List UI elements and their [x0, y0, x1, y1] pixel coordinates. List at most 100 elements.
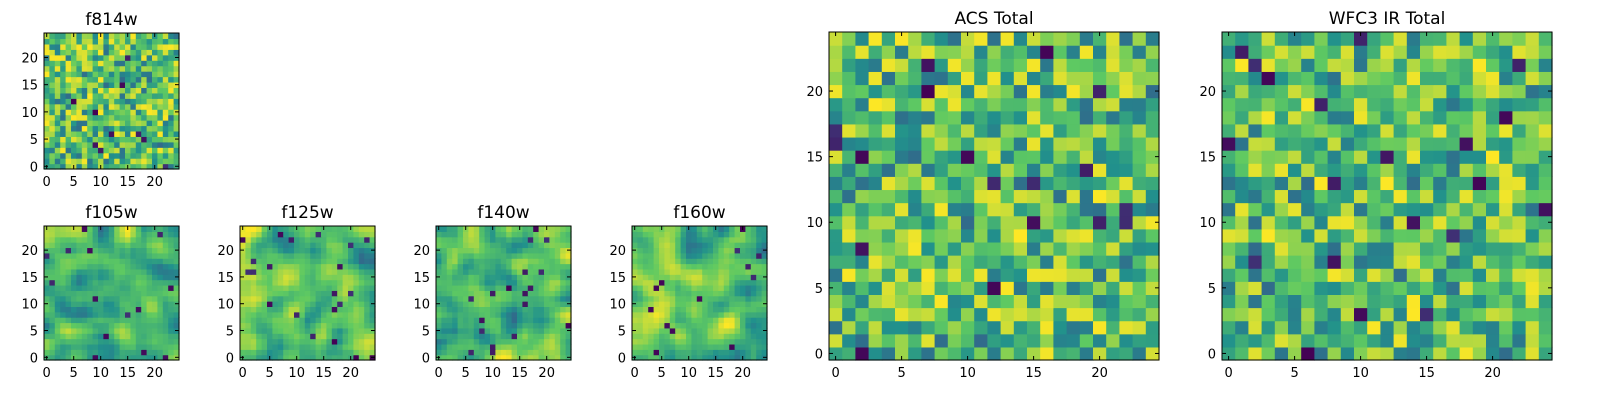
- heatmap-cell: [348, 279, 354, 286]
- heatmap-cell: [261, 290, 268, 297]
- heatmap-cell: [740, 301, 746, 307]
- heatmap-cell: [103, 311, 110, 318]
- heatmap-cell: [868, 97, 883, 112]
- heatmap-cell: [1301, 294, 1315, 309]
- heatmap-cell: [1512, 346, 1527, 361]
- y-tick-label: 0: [30, 160, 38, 175]
- heatmap-cell: [756, 252, 763, 259]
- heatmap-cell: [855, 45, 870, 59]
- heatmap-cell: [92, 141, 99, 148]
- heatmap-cell: [1459, 268, 1474, 282]
- heatmap-cell: [98, 38, 104, 45]
- heatmap-cell: [1446, 346, 1461, 361]
- heatmap-cell: [141, 268, 148, 275]
- heatmap-cell: [1512, 241, 1527, 256]
- heatmap-cell: [168, 158, 175, 165]
- heatmap-cell: [71, 236, 77, 243]
- heatmap-cell: [49, 226, 56, 232]
- heatmap-cell: [358, 252, 365, 259]
- heatmap-cell: [348, 317, 354, 324]
- heatmap-cell: [358, 349, 365, 356]
- heatmap-cell: [304, 258, 311, 265]
- x-tick-label: 10: [680, 366, 697, 381]
- heatmap-cell: [675, 252, 682, 259]
- heatmap-cell: [114, 147, 121, 154]
- heatmap-cell: [740, 311, 746, 318]
- heatmap-cell: [1486, 320, 1500, 335]
- heatmap-cell: [506, 306, 513, 313]
- heatmap-cell: [696, 231, 703, 238]
- heatmap-cell: [250, 242, 257, 249]
- heatmap-cell: [1420, 281, 1434, 295]
- heatmap-cell: [87, 231, 94, 238]
- heatmap-cell: [1367, 150, 1381, 164]
- heatmap-cell: [669, 338, 676, 345]
- heatmap-cell: [533, 333, 540, 340]
- heatmap-cell: [1406, 255, 1421, 269]
- heatmap-cell: [560, 258, 567, 265]
- heatmap-cell: [1459, 176, 1474, 191]
- heatmap-cell: [1472, 346, 1487, 361]
- heatmap-cell: [702, 226, 709, 232]
- f105w-axes-frame: [43, 225, 180, 361]
- heatmap-cell: [1340, 176, 1355, 191]
- heatmap-cell: [495, 306, 502, 313]
- heatmap-cell: [87, 268, 94, 275]
- heatmap-cell: [152, 279, 158, 286]
- heatmap-cell: [1512, 110, 1527, 125]
- heatmap-cell: [686, 317, 692, 324]
- heatmap-cell: [92, 274, 99, 281]
- heatmap-cell: [947, 268, 962, 282]
- heatmap-cell: [1538, 45, 1553, 59]
- heatmap-cell: [756, 306, 763, 313]
- heatmap-cell: [1248, 255, 1263, 269]
- heatmap-cell: [441, 306, 448, 313]
- heatmap-cell: [642, 231, 649, 238]
- heatmap-cell: [729, 311, 736, 318]
- heatmap-cell: [1093, 215, 1107, 230]
- heatmap-cell: [895, 45, 909, 59]
- heatmap-cell: [1145, 176, 1160, 191]
- heatmap-cell: [441, 338, 448, 345]
- heatmap-cell: [157, 120, 164, 127]
- heatmap-cell: [1274, 84, 1289, 99]
- heatmap-cell: [908, 97, 922, 112]
- heatmap-cell: [713, 343, 719, 350]
- heatmap-cell: [87, 343, 94, 350]
- heatmap-cell: [256, 301, 263, 307]
- heatmap-cell: [168, 92, 175, 99]
- heatmap-cell: [533, 338, 540, 345]
- heatmap-cell: [288, 274, 295, 281]
- heatmap-cell: [533, 226, 540, 232]
- heatmap-cell: [713, 317, 719, 324]
- heatmap-cell: [934, 71, 949, 86]
- heatmap-cell: [961, 241, 975, 256]
- heatmap-cell: [125, 43, 131, 50]
- heatmap-cell: [1327, 307, 1342, 322]
- heatmap-cell: [130, 268, 137, 275]
- heatmap-cell: [168, 242, 175, 249]
- heatmap-cell: [49, 98, 56, 105]
- heatmap-cell: [855, 241, 870, 256]
- heatmap-cell: [108, 274, 115, 281]
- heatmap-cell: [1145, 255, 1160, 269]
- heatmap-cell: [457, 247, 464, 254]
- heatmap-cell: [358, 258, 365, 265]
- heatmap-cell: [696, 322, 703, 329]
- heatmap-cell: [1106, 32, 1120, 46]
- heatmap-cell: [855, 84, 870, 99]
- heatmap-cell: [842, 45, 856, 59]
- heatmap-cell: [283, 349, 290, 356]
- heatmap-cell: [1000, 255, 1015, 269]
- heatmap-cell: [321, 301, 327, 307]
- heatmap-cell: [1145, 333, 1160, 348]
- heatmap-cell: [348, 327, 354, 334]
- heatmap-cell: [267, 284, 273, 291]
- heatmap-cell: [168, 268, 175, 275]
- heatmap-cell: [108, 258, 115, 265]
- heatmap-cell: [108, 158, 115, 165]
- heatmap-cell: [549, 333, 556, 340]
- heatmap-cell: [1093, 346, 1107, 361]
- heatmap-cell: [267, 333, 273, 340]
